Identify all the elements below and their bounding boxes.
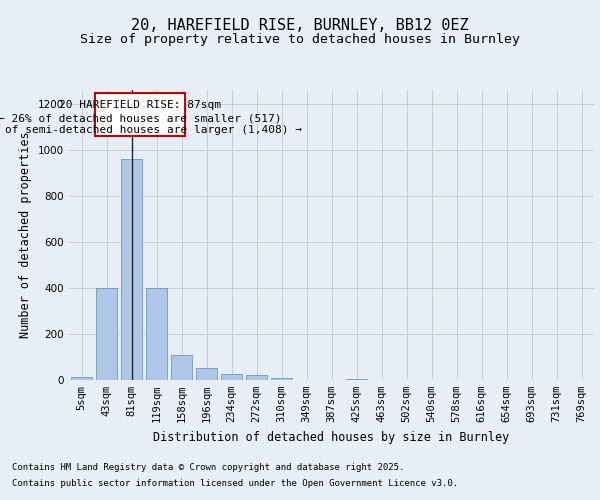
- Bar: [221, 374, 242, 380]
- Y-axis label: Number of detached properties: Number of detached properties: [19, 132, 32, 338]
- Text: 20 HAREFIELD RISE: 87sqm: 20 HAREFIELD RISE: 87sqm: [59, 100, 221, 110]
- Text: 72% of semi-detached houses are larger (1,408) →: 72% of semi-detached houses are larger (…: [0, 126, 302, 136]
- Bar: [171, 354, 192, 380]
- Text: Contains public sector information licensed under the Open Government Licence v3: Contains public sector information licen…: [12, 478, 458, 488]
- Text: ← 26% of detached houses are smaller (517): ← 26% of detached houses are smaller (51…: [0, 113, 282, 123]
- Bar: [346, 379, 367, 380]
- Text: Contains HM Land Registry data © Crown copyright and database right 2025.: Contains HM Land Registry data © Crown c…: [12, 464, 404, 472]
- FancyBboxPatch shape: [95, 94, 185, 136]
- Bar: [71, 376, 92, 380]
- Bar: [96, 288, 117, 380]
- Text: 20, HAREFIELD RISE, BURNLEY, BB12 0EZ: 20, HAREFIELD RISE, BURNLEY, BB12 0EZ: [131, 18, 469, 32]
- Text: Size of property relative to detached houses in Burnley: Size of property relative to detached ho…: [80, 32, 520, 46]
- Bar: [246, 376, 267, 380]
- Bar: [146, 288, 167, 380]
- X-axis label: Distribution of detached houses by size in Burnley: Distribution of detached houses by size …: [154, 430, 509, 444]
- Bar: [271, 378, 292, 380]
- Bar: [121, 159, 142, 380]
- Bar: [196, 368, 217, 380]
